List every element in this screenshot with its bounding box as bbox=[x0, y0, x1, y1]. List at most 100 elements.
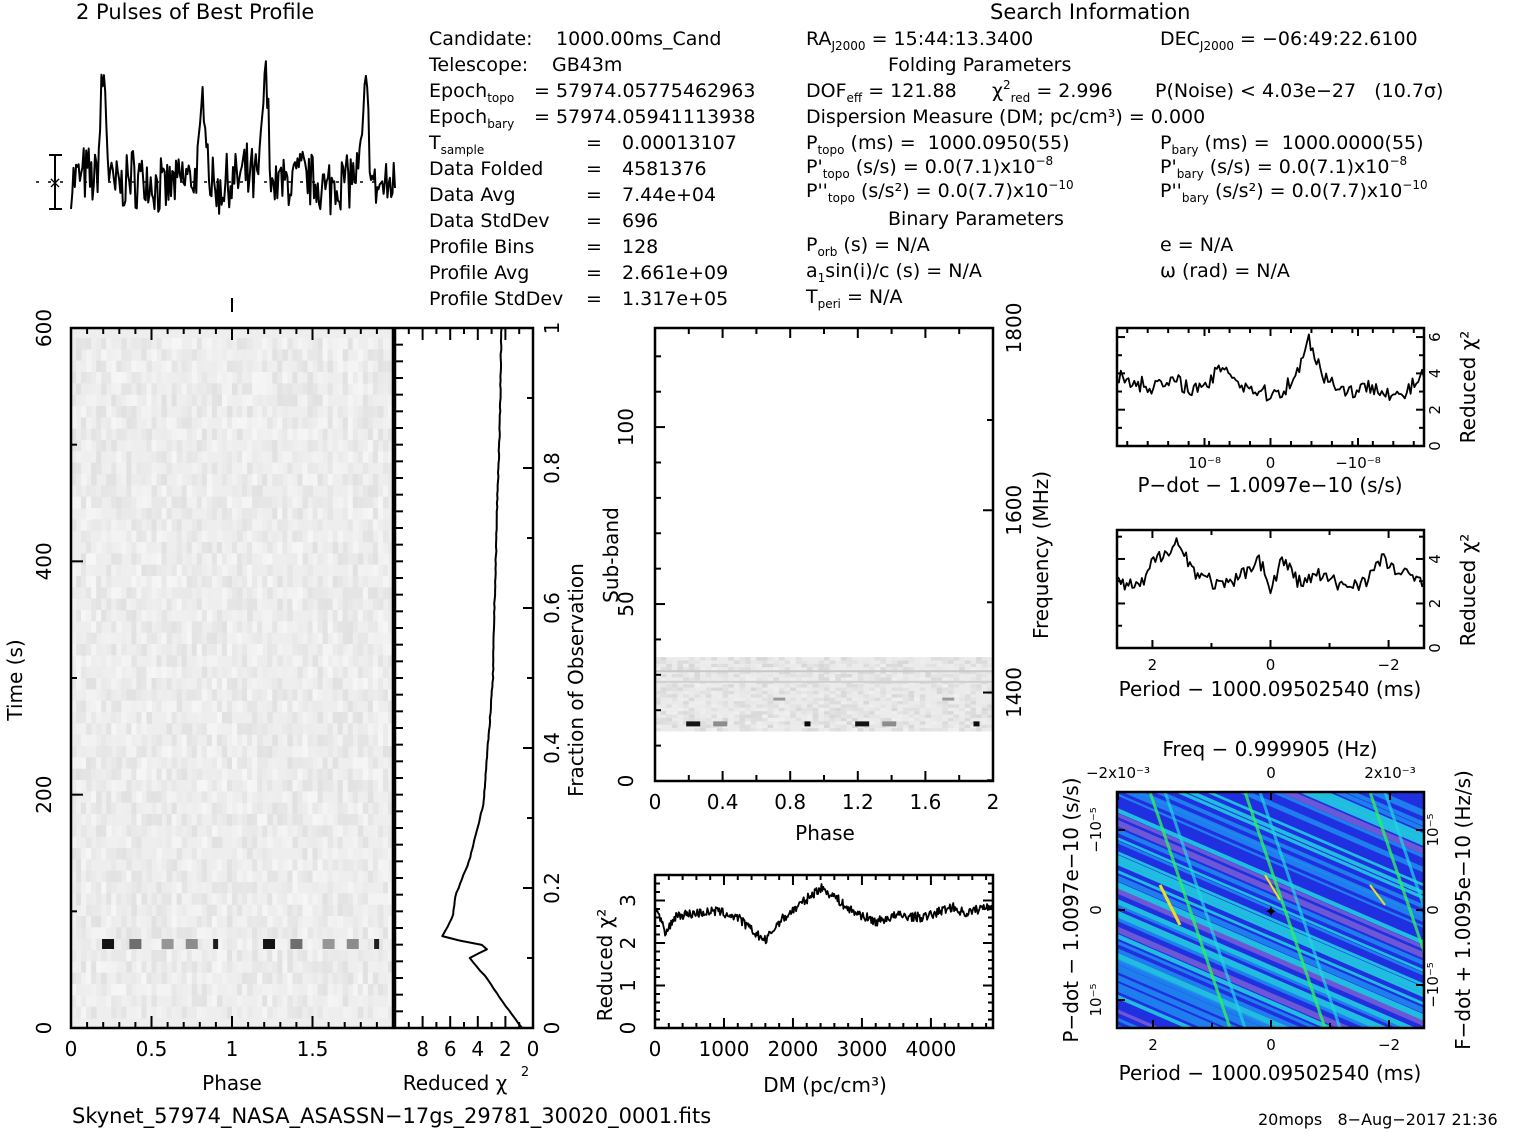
subband-cell bbox=[762, 724, 768, 729]
heatmap-cell bbox=[126, 485, 132, 498]
y-axis-label: P−dot − 1.0097e−10 (s/s) bbox=[1059, 777, 1083, 1042]
subband-cell bbox=[914, 684, 920, 688]
heatmap-cell bbox=[277, 700, 283, 713]
subband-cell bbox=[733, 704, 740, 708]
subband-cell bbox=[773, 677, 779, 681]
heatmap-cell bbox=[287, 893, 293, 906]
heatmap-cell bbox=[277, 678, 283, 690]
heatmap-cell bbox=[111, 723, 117, 736]
heatmap-cell bbox=[257, 474, 263, 486]
subband-cell bbox=[660, 717, 667, 722]
subband-cell bbox=[959, 728, 965, 732]
heatmap-cell bbox=[252, 734, 258, 747]
heatmap-cell bbox=[367, 394, 374, 407]
heatmap-cell bbox=[211, 780, 218, 792]
heatmap-cell bbox=[257, 814, 263, 826]
subband-cell bbox=[931, 721, 937, 725]
heatmap-cell bbox=[181, 485, 188, 498]
subband-cell bbox=[790, 711, 796, 715]
heatmap-cell bbox=[282, 859, 288, 872]
heatmap-cell bbox=[347, 632, 354, 645]
heatmap-cell bbox=[111, 848, 117, 860]
heatmap-cell bbox=[206, 383, 213, 396]
heatmap-cell bbox=[136, 598, 142, 611]
heatmap-cell bbox=[126, 972, 132, 985]
heatmap-cell bbox=[257, 882, 263, 894]
subband-cell bbox=[683, 663, 689, 668]
y-tick-label: 100 bbox=[614, 408, 638, 446]
heatmap-cell bbox=[307, 406, 313, 418]
subband-cell bbox=[880, 724, 886, 729]
heatmap-cell bbox=[141, 723, 147, 736]
heatmap-cell bbox=[332, 678, 339, 690]
subband-cell bbox=[795, 690, 802, 695]
heatmap-cell bbox=[357, 417, 364, 430]
heatmap-cell bbox=[247, 836, 253, 849]
heatmap-cell bbox=[277, 349, 283, 362]
heatmap-cell bbox=[181, 893, 188, 906]
heatmap-cell bbox=[156, 610, 163, 622]
subband-cell bbox=[778, 687, 785, 691]
heatmap-cell bbox=[307, 848, 313, 860]
heatmap-cell bbox=[312, 700, 319, 713]
heatmap-cell bbox=[277, 1006, 283, 1019]
heatmap-cell bbox=[201, 1006, 208, 1019]
heatmap-cell bbox=[161, 870, 168, 883]
subband-cell bbox=[908, 670, 915, 675]
heatmap-cell bbox=[312, 508, 319, 520]
subband-cell bbox=[756, 717, 763, 722]
heatmap-cell bbox=[206, 961, 213, 974]
heatmap-cell bbox=[237, 723, 243, 736]
heatmap-cell bbox=[196, 893, 203, 906]
heatmap-cell bbox=[247, 621, 253, 634]
heatmap-cell bbox=[282, 757, 288, 770]
heatmap-cell bbox=[322, 859, 329, 872]
heatmap-cell bbox=[367, 621, 374, 634]
heatmap-cell bbox=[136, 791, 142, 804]
heatmap-cell bbox=[171, 428, 178, 441]
subband-cell bbox=[745, 711, 751, 715]
plane-stripe bbox=[1117, 898, 1417, 1028]
subband-cell bbox=[869, 707, 875, 712]
heatmap-cell bbox=[287, 383, 293, 396]
heatmap-cell bbox=[121, 406, 127, 418]
heatmap-cell bbox=[71, 859, 77, 872]
heatmap-cell bbox=[337, 916, 344, 928]
heatmap-cell bbox=[136, 564, 142, 577]
subband-cell bbox=[700, 707, 706, 712]
subband-cell bbox=[919, 697, 926, 702]
subband-cell bbox=[722, 701, 729, 705]
heatmap-cell bbox=[111, 984, 117, 996]
heatmap-cell bbox=[307, 825, 313, 838]
heatmap-cell bbox=[186, 417, 193, 430]
heatmap-cell bbox=[226, 406, 233, 418]
heatmap-cell bbox=[272, 644, 278, 656]
heatmap-cell bbox=[176, 474, 183, 486]
heatmap-cell bbox=[121, 474, 127, 486]
heatmap-bright-cell bbox=[213, 939, 219, 949]
heatmap-cell bbox=[322, 372, 329, 384]
heatmap-cell bbox=[186, 859, 193, 872]
subband-cell bbox=[897, 667, 903, 671]
heatmap-cell bbox=[81, 406, 87, 418]
heatmap-cell bbox=[327, 621, 334, 634]
heatmap-cell bbox=[327, 417, 334, 430]
heatmap-cell bbox=[297, 882, 303, 894]
heatmap-cell bbox=[237, 836, 243, 849]
heatmap-cell bbox=[91, 791, 97, 804]
subband-cell bbox=[745, 714, 751, 718]
heatmap-cell bbox=[257, 678, 263, 690]
subband-cell bbox=[863, 677, 870, 681]
y2-tick-label: −10⁻⁵ bbox=[1424, 962, 1442, 1008]
heatmap-cell bbox=[116, 553, 122, 566]
heatmap-bright-cell bbox=[322, 939, 335, 949]
heatmap-cell bbox=[292, 1006, 298, 1019]
heatmap-cell bbox=[352, 916, 359, 928]
heatmap-cell bbox=[221, 474, 228, 486]
subband-cell bbox=[666, 667, 672, 671]
heatmap-cell bbox=[267, 360, 273, 373]
subband-cell bbox=[728, 701, 734, 705]
heatmap-cell bbox=[232, 984, 238, 996]
subband-cell bbox=[987, 707, 993, 712]
heatmap-cell bbox=[297, 553, 303, 566]
